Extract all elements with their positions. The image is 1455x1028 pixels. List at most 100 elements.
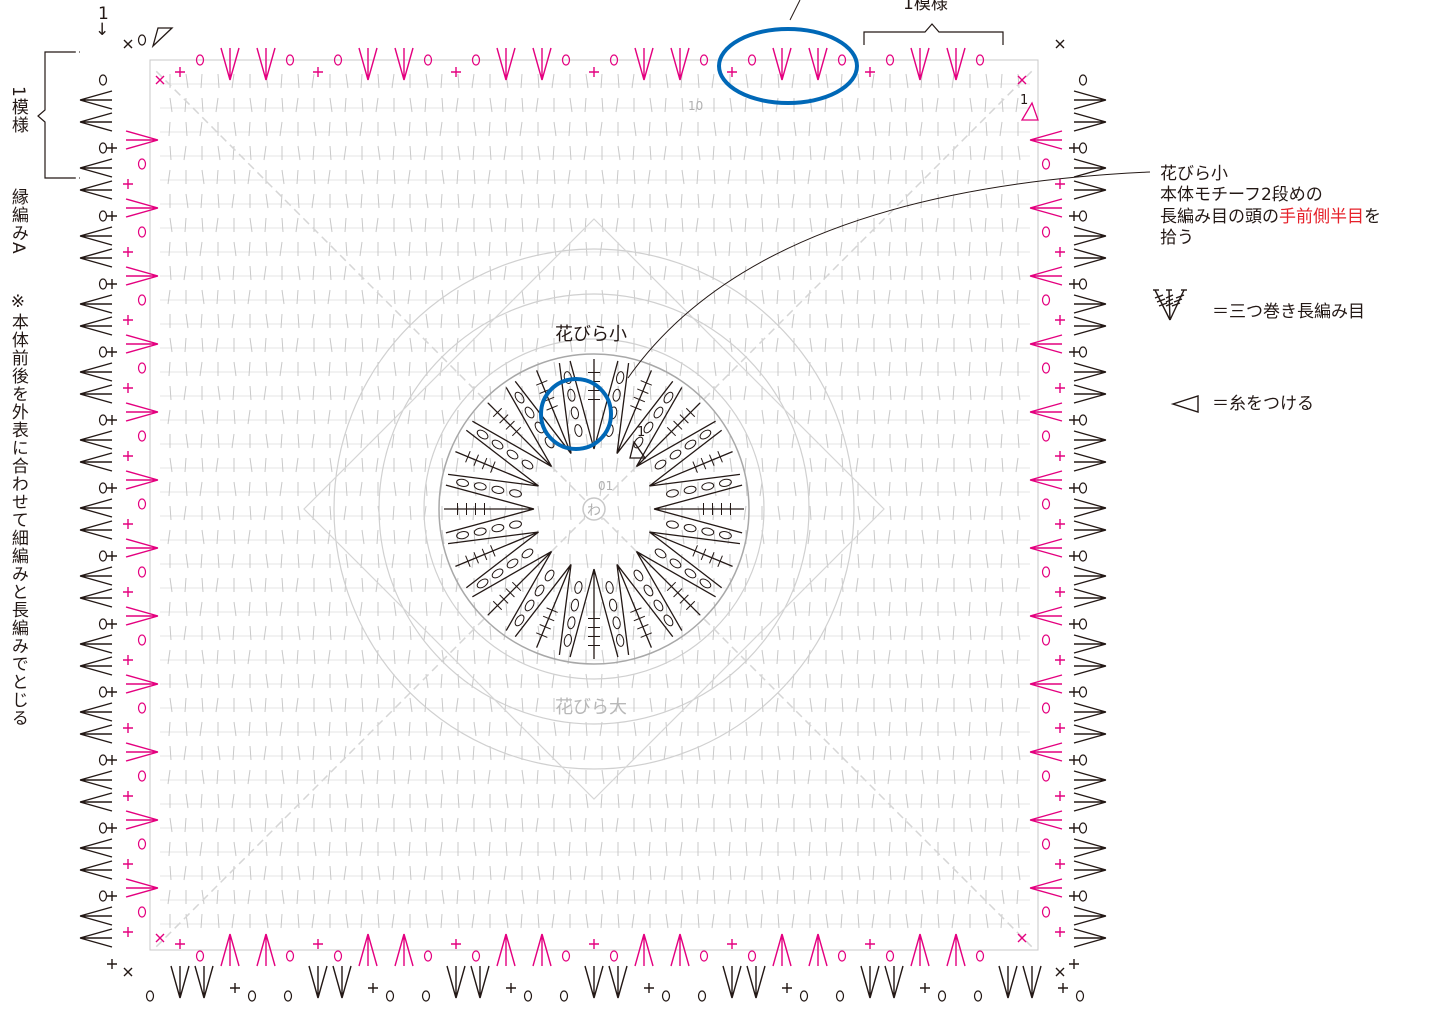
motif-stitch [184, 577, 187, 593]
motif-stitch [327, 289, 331, 305]
motif-stitch [361, 769, 365, 785]
motif-stitch [264, 217, 267, 233]
motif-stitch [185, 721, 188, 737]
chain-stitch [973, 990, 983, 1002]
motif-stitch [904, 817, 907, 833]
motif-stitch [391, 193, 395, 209]
motif-round [423, 338, 765, 680]
motif-stitch [375, 217, 379, 233]
annotation-block: 花びら小 本体モチーフ2段めの 長編み目の頭の手前側半目を 拾う [1160, 164, 1450, 249]
attach-yarn-marker-top-right [1020, 101, 1039, 121]
motif-stitch [809, 865, 812, 881]
motif-stitch [440, 673, 443, 689]
chain-stitch [574, 581, 583, 594]
motif-stitch [503, 625, 507, 641]
fan-stitch [256, 933, 276, 967]
motif-stitch [761, 769, 765, 785]
chain-stitch [521, 548, 534, 559]
motif-stitch [969, 697, 973, 713]
motif-stitch [216, 529, 219, 545]
motif-stitch [681, 169, 685, 185]
motif-stitch [201, 409, 205, 425]
motif-stitch [679, 361, 683, 377]
motif-stitch [649, 385, 652, 401]
motif-stitch [423, 745, 427, 761]
motif-outline [149, 59, 1039, 951]
motif-stitch [936, 169, 939, 185]
petal-wrap-mark [666, 581, 677, 592]
motif-stitch [841, 649, 845, 665]
motif-stitch [296, 409, 299, 425]
fan-stitch [1073, 384, 1107, 404]
motif-stitch [729, 97, 733, 113]
motif-stitch [537, 313, 540, 329]
motif-stitch [727, 769, 731, 785]
motif-stitch [792, 265, 795, 281]
motif-stitch [393, 721, 397, 737]
motif-stitch [649, 865, 652, 881]
chain-stitch [137, 430, 147, 442]
motif-stitch [601, 769, 605, 785]
motif-stitch [455, 337, 459, 353]
motif-stitch [535, 697, 539, 713]
motif-stitch [217, 313, 220, 329]
motif-stitch [409, 577, 413, 593]
chain-stitch [137, 634, 147, 646]
motif-stitch [951, 313, 955, 329]
motif-stitch [1017, 793, 1020, 809]
motif-stitch [600, 313, 603, 329]
motif-stitch [664, 817, 667, 833]
motif-stitch [935, 697, 939, 713]
motif-stitch [904, 577, 907, 593]
single-crochet-stitch [1069, 483, 1079, 493]
motif-stitch [921, 889, 925, 905]
motif-stitch [425, 913, 429, 929]
motif-stitch [343, 145, 347, 161]
fan-stitch [1029, 266, 1063, 286]
motif-stitch [825, 481, 828, 497]
motif-stitch [647, 289, 651, 305]
motif-stitch [697, 913, 700, 929]
motif-stitch [521, 889, 525, 905]
motif-stitch [375, 577, 379, 593]
motif-stitch [233, 529, 236, 545]
motif-stitch [647, 649, 651, 665]
motif-stitch [905, 721, 908, 737]
motif-stitch [937, 193, 940, 209]
corner-stitch [1017, 933, 1027, 943]
motif-stitch [745, 553, 749, 569]
motif-stitch [553, 481, 557, 497]
chain-stitch [1078, 618, 1088, 630]
motif-stitch [601, 817, 604, 833]
motif-stitch [953, 361, 957, 377]
motif-stitch [953, 889, 956, 905]
motif-stitch [744, 457, 747, 473]
motif-stitch [776, 769, 779, 785]
chain-stitch [1078, 346, 1088, 358]
motif-stitch [217, 73, 220, 89]
motif-stitch [232, 505, 235, 521]
motif-stitch [439, 721, 443, 737]
motif-stitch [313, 361, 317, 377]
center-label-small: 花びら小 [555, 324, 627, 345]
motif-stitch [328, 601, 331, 617]
motif-stitch [359, 841, 363, 857]
motif-stitch [409, 865, 412, 881]
motif-stitch [472, 505, 475, 521]
motif-stitch [425, 313, 429, 329]
motif-stitch [968, 481, 971, 497]
motif-stitch [903, 745, 907, 761]
chain-stitch [98, 550, 108, 562]
motif-stitch [680, 913, 683, 929]
single-crochet-stitch [107, 687, 117, 697]
fan-stitch [634, 933, 654, 967]
motif-stitch [280, 913, 283, 929]
motif-stitch [936, 529, 939, 545]
motif-stitch [424, 97, 427, 113]
chain-stitch [1041, 362, 1051, 374]
motif-stitch [951, 73, 955, 89]
motif-stitch [311, 193, 315, 209]
motif-stitch [216, 409, 219, 425]
motif-stitch [744, 697, 747, 713]
